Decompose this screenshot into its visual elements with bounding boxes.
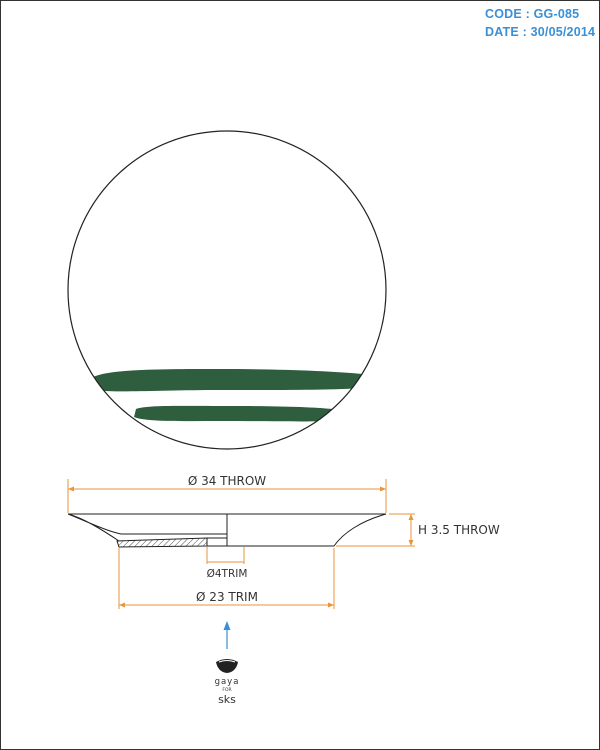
logo-client: sks bbox=[218, 693, 236, 706]
glaze-stripe-upper bbox=[93, 369, 363, 392]
glaze-stripe-lower bbox=[134, 405, 333, 422]
drawing-date: DATE : 30/05/2014 bbox=[485, 25, 596, 39]
dimension-throw-height bbox=[336, 513, 415, 547]
dimension-throw-diameter bbox=[67, 479, 387, 513]
dimension-throw-height-label: H 3.5 THROW bbox=[418, 523, 500, 537]
section-outline-right bbox=[227, 513, 387, 547]
up-arrow-icon bbox=[223, 621, 231, 649]
dimension-trim-hole bbox=[206, 547, 245, 564]
section-hatch bbox=[116, 537, 208, 548]
plate-outline bbox=[67, 130, 387, 450]
logo-for: FOR bbox=[222, 687, 231, 693]
plate-section-view bbox=[67, 513, 387, 548]
product-code: CODE : GG-085 bbox=[485, 7, 580, 21]
dimension-trim-diameter-label: Ø 23 TRIM bbox=[196, 590, 258, 604]
dimension-trim-diameter bbox=[118, 548, 335, 609]
dimension-trim-hole-label: Ø4TRIM bbox=[207, 568, 248, 580]
code-block: CODE : GG-085 DATE : 30/05/2014 bbox=[485, 5, 595, 41]
section-outline-left bbox=[67, 513, 227, 542]
dimension-throw-diameter-label: Ø 34 THROW bbox=[188, 474, 266, 488]
bowl-icon bbox=[216, 659, 238, 673]
logo-brand: gaya bbox=[215, 677, 240, 687]
gaya-logo: gaya FOR sks bbox=[215, 659, 240, 706]
plate-top-view bbox=[67, 130, 387, 450]
